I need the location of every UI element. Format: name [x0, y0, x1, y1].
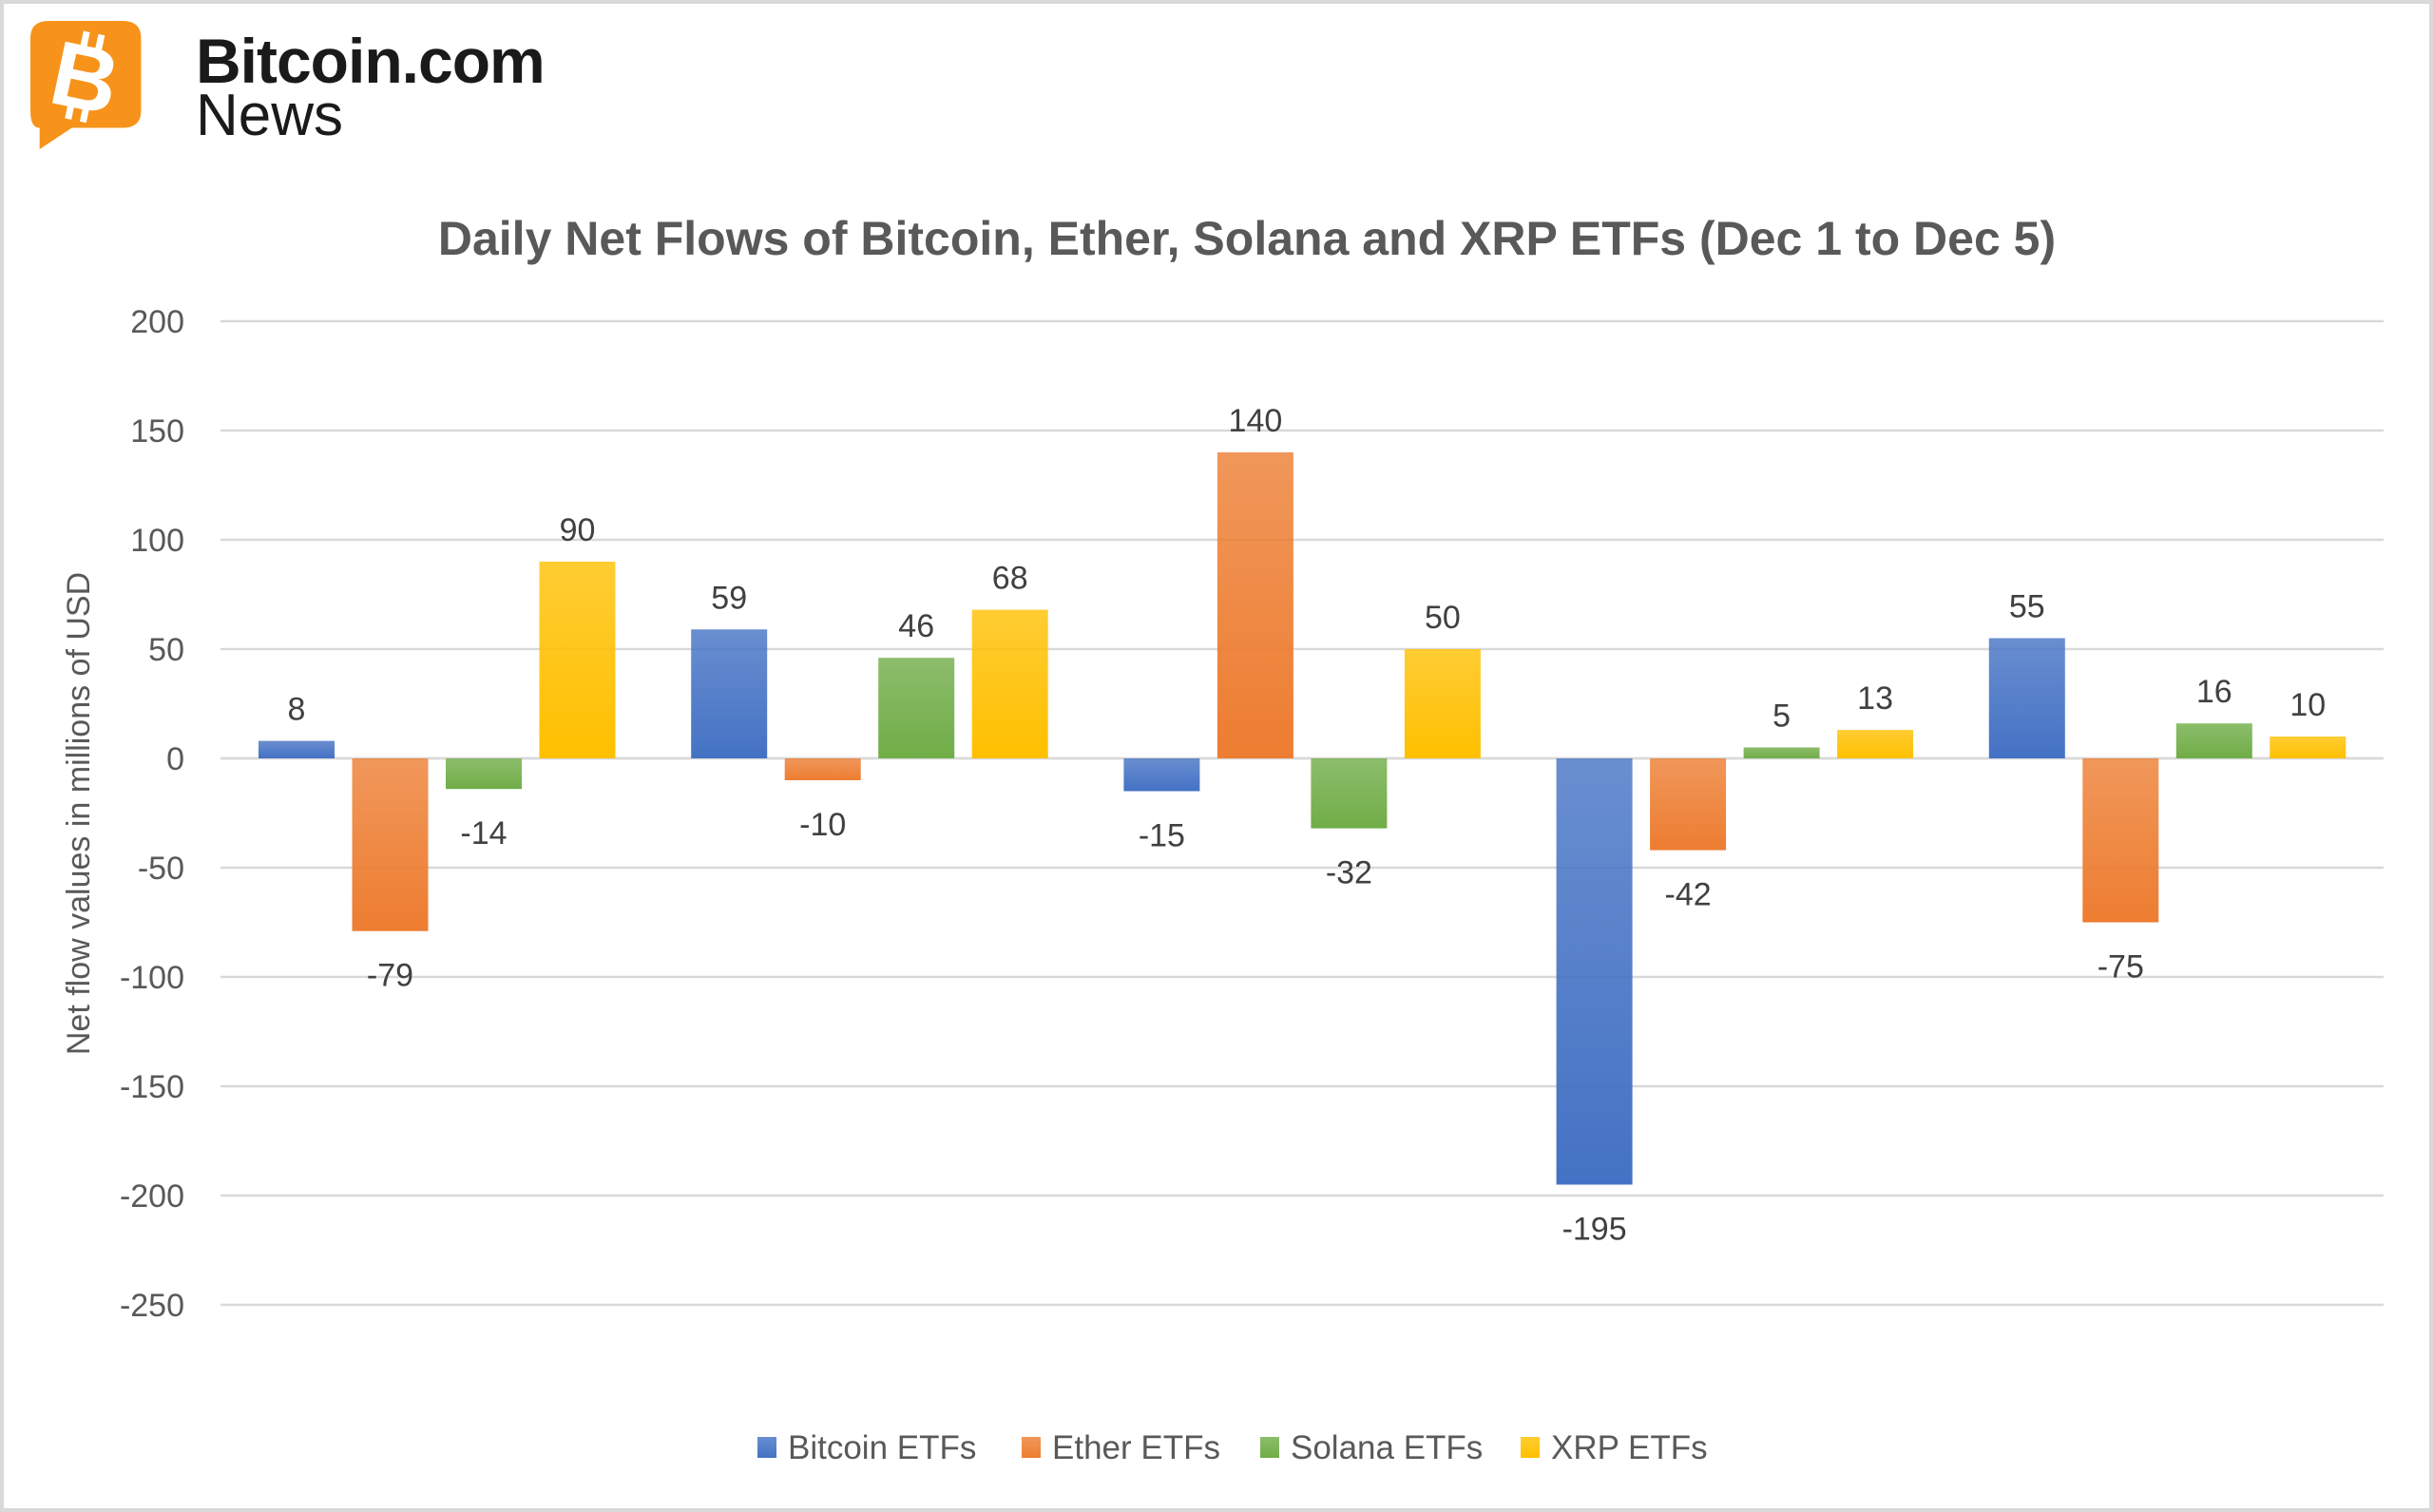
- bitcoin-com-news-logo: B Bitcoin.com News: [29, 19, 546, 157]
- legend-swatch: [1022, 1437, 1041, 1458]
- data-label: -42: [1665, 877, 1712, 913]
- data-label: -15: [1139, 818, 1185, 854]
- bar-solana-etfs: [2175, 723, 2252, 758]
- data-label: 50: [1425, 600, 1461, 636]
- data-label: -14: [460, 815, 507, 852]
- bar-solana-etfs: [1743, 747, 1820, 758]
- bar-ether-etfs: [2082, 758, 2159, 923]
- legend-label: Ether ETFs: [1052, 1429, 1220, 1466]
- y-tick-label: -250: [120, 1288, 184, 1324]
- data-label: 5: [1772, 699, 1791, 735]
- data-label: 68: [992, 561, 1028, 597]
- bar-bitcoin-etfs: [1123, 758, 1200, 792]
- y-tick-label: -150: [120, 1069, 184, 1105]
- bar-xrp-etfs: [539, 562, 616, 758]
- data-label: 10: [2289, 687, 2326, 723]
- data-label: 16: [2196, 674, 2232, 710]
- legend-swatch: [1260, 1437, 1279, 1458]
- bar-solana-etfs: [1311, 758, 1388, 829]
- data-label: 59: [711, 580, 747, 616]
- data-label: -75: [2098, 949, 2144, 986]
- data-label: -79: [367, 958, 413, 994]
- y-tick-label: 150: [130, 413, 184, 450]
- legend-swatch: [1521, 1437, 1540, 1458]
- data-label: 55: [2009, 589, 2045, 625]
- bar-xrp-etfs: [971, 609, 1048, 758]
- y-tick-label: 50: [148, 632, 184, 668]
- data-label: -10: [799, 807, 846, 843]
- bitcoin-logo-icon: B: [30, 21, 142, 149]
- bar-xrp-etfs: [2270, 737, 2347, 758]
- bar-bitcoin-etfs: [1556, 758, 1633, 1185]
- legend-label: XRP ETFs: [1551, 1429, 1708, 1466]
- bar-solana-etfs: [878, 658, 955, 758]
- data-label: 13: [1857, 680, 1893, 717]
- data-label: 8: [288, 692, 306, 728]
- bar-xrp-etfs: [1404, 649, 1481, 758]
- bar-ether-etfs: [1216, 452, 1293, 758]
- chart-title: Daily Net Flows of Bitcoin, Ether, Solan…: [438, 212, 2056, 265]
- y-tick-label: -100: [120, 960, 184, 996]
- legend-swatch: [757, 1437, 776, 1458]
- y-tick-label: 0: [166, 741, 184, 777]
- legend-label: Solana ETFs: [1291, 1429, 1483, 1466]
- data-label: 140: [1229, 403, 1283, 439]
- bar-bitcoin-etfs: [691, 629, 768, 758]
- bar-xrp-etfs: [1837, 730, 1914, 758]
- y-tick-label: -200: [120, 1178, 184, 1215]
- data-label: 90: [560, 512, 596, 548]
- data-label: -195: [1562, 1212, 1627, 1248]
- y-tick-label: -50: [138, 851, 184, 887]
- y-tick-label: 100: [130, 523, 184, 559]
- bar-ether-etfs: [352, 758, 429, 931]
- y-tick-label: 200: [130, 304, 184, 340]
- bar-bitcoin-etfs: [259, 740, 335, 758]
- legend-label: Bitcoin ETFs: [788, 1429, 976, 1466]
- bar-ether-etfs: [784, 758, 861, 780]
- y-axis-label: Net flow values in millions of USD: [61, 572, 97, 1055]
- logo-brand-subtitle: News: [196, 83, 344, 148]
- logo-brand-name: Bitcoin.com: [196, 26, 546, 96]
- bar-solana-etfs: [446, 758, 522, 790]
- bar-ether-etfs: [1650, 758, 1727, 851]
- data-label: -32: [1326, 855, 1372, 891]
- data-label: 46: [898, 608, 934, 644]
- bar-bitcoin-etfs: [1988, 638, 2065, 758]
